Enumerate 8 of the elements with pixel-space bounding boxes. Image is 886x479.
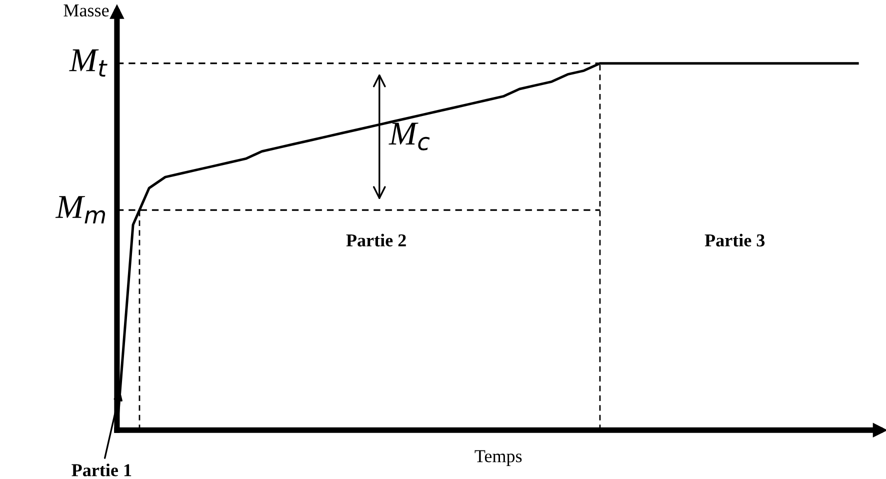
y-axis-title: Masse (64, 4, 109, 16)
text: Partie 1 (72, 464, 132, 476)
annotation: M$_{c}$ (388, 122, 430, 150)
ref-line-label: M$_{t}$ (69, 49, 108, 77)
ref-line-label: M$_{m}$ (55, 196, 106, 224)
x-axis-title: Temps (474, 450, 522, 466)
annotation: Partie 3 (704, 234, 765, 246)
annotation: Partie 2 (346, 234, 406, 246)
